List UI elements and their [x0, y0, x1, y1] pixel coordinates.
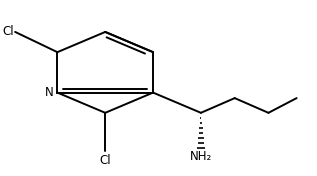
Text: Cl: Cl — [100, 154, 111, 167]
Text: Cl: Cl — [2, 26, 14, 38]
Text: N: N — [44, 86, 53, 99]
Text: NH₂: NH₂ — [190, 150, 212, 163]
